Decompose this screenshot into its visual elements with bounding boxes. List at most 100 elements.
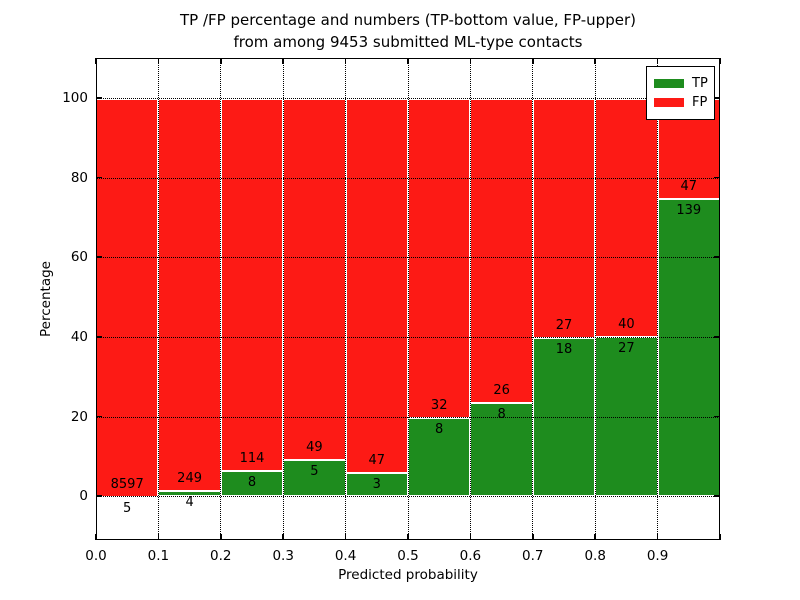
x-tick-label-0.2: 0.2 xyxy=(210,548,232,564)
y-tick-mark-right xyxy=(714,97,720,99)
bar-fp-0.0 xyxy=(96,97,159,496)
y-tick-label-0: 0 xyxy=(79,488,88,505)
x-tick-label-0.8: 0.8 xyxy=(584,548,606,564)
tp-count-label: 5 xyxy=(310,464,319,480)
x-tick-mark-top xyxy=(220,58,222,64)
x-tick-label-0.6: 0.6 xyxy=(459,548,482,564)
x-tick-mark xyxy=(594,534,596,540)
y-gridline-80 xyxy=(96,177,720,179)
x-tick-label-0.5: 0.5 xyxy=(397,548,419,564)
legend-entry-tp: TP xyxy=(654,75,708,92)
tp-count-label: 139 xyxy=(676,203,702,219)
x-gridline xyxy=(220,58,222,540)
x-tick-label-0.7: 0.7 xyxy=(522,548,544,564)
y-tick-mark xyxy=(96,336,102,338)
y-tick-label-40: 40 xyxy=(70,328,88,345)
y-tick-mark-right xyxy=(714,176,720,179)
y-tick-label-60: 60 xyxy=(70,249,88,266)
bar-fp-0.1 xyxy=(158,97,221,490)
x-tick-mark-top xyxy=(157,58,160,64)
y-gridline-40 xyxy=(96,336,720,338)
bar-tp-0.6 xyxy=(470,402,533,497)
legend-label-tp: TP xyxy=(692,76,708,91)
x-tick-mark xyxy=(344,534,347,540)
fp-count-label: 8597 xyxy=(110,476,144,492)
bar-tp-0.9 xyxy=(657,198,720,497)
bar-tp-0.2 xyxy=(220,470,284,497)
fp-count-label: 47 xyxy=(680,179,698,195)
x-tick-mark xyxy=(157,534,160,540)
x-gridline xyxy=(594,58,596,540)
x-gridline xyxy=(657,58,659,540)
x-tick-label-0.4: 0.4 xyxy=(334,548,357,564)
x-tick-mark-top xyxy=(344,58,347,64)
x-tick-label-0.0: 0.0 xyxy=(85,548,107,564)
bar-fp-0.7 xyxy=(532,97,596,337)
tp-count-label: 8 xyxy=(435,421,444,437)
bar-fp-0.6 xyxy=(470,97,533,403)
fp-count-label: 49 xyxy=(306,440,323,456)
y-tick-mark xyxy=(96,176,102,179)
legend-entry-fp: FP xyxy=(654,94,707,111)
y-tick-mark xyxy=(96,256,102,258)
y-tick-mark-right xyxy=(714,336,720,338)
tp-count-label: 8 xyxy=(497,407,506,423)
x-tick-mark-top xyxy=(282,58,284,64)
x-gridline xyxy=(157,58,159,540)
bar-fp-0.8 xyxy=(595,97,658,336)
fp-count-label: 114 xyxy=(239,451,265,467)
y-tick-mark-right xyxy=(714,415,720,418)
tp-count-label: 27 xyxy=(618,340,635,356)
x-tick-mark xyxy=(407,534,409,540)
fp-count-label: 40 xyxy=(618,316,635,332)
chart-title-line2: from among 9453 submitted ML-type contac… xyxy=(233,32,583,51)
bar-tp-0.5 xyxy=(408,416,471,497)
y-tick-mark xyxy=(96,415,102,418)
x-tick-mark-top xyxy=(656,58,659,64)
x-tick-mark xyxy=(220,534,222,540)
bar-fp-0.4 xyxy=(345,97,408,473)
x-tick-mark xyxy=(469,534,472,540)
bar-tp-0.3 xyxy=(283,459,346,497)
legend-label-fp: FP xyxy=(692,95,708,110)
tp-count-label: 3 xyxy=(372,477,381,493)
x-tick-label-0.9: 0.9 xyxy=(646,548,669,564)
x-tick-mark-top xyxy=(407,58,409,64)
x-tick-mark-top xyxy=(469,58,472,64)
y-gridline-100 xyxy=(96,97,720,99)
x-tick-mark-top xyxy=(719,58,721,64)
y-tick-mark-right xyxy=(714,256,720,258)
y-gridline-60 xyxy=(96,257,720,259)
fp-count-label: 32 xyxy=(430,397,448,413)
x-tick-mark-top xyxy=(532,58,534,64)
x-tick-label-0.1: 0.1 xyxy=(147,548,170,564)
x-tick-mark xyxy=(532,534,534,540)
x-gridline xyxy=(407,58,409,540)
plot-area: 8597 5 249 4 114 8 49 5 47 3 32 8 26 8 27 18 40 27 47 139 xyxy=(95,58,721,540)
y-tick-label-20: 20 xyxy=(70,408,88,425)
chart-title-line1: TP /FP percentage and numbers (TP-bottom… xyxy=(180,11,636,29)
x-tick-mark xyxy=(95,534,97,540)
tp-count-label: 18 xyxy=(555,341,573,357)
tp-count-label: 4 xyxy=(185,494,194,510)
x-gridline xyxy=(282,58,284,540)
x-tick-mark-top xyxy=(594,58,596,64)
y-tick-mark-right xyxy=(714,495,720,497)
bar-fp-0.2 xyxy=(220,97,284,471)
y-gridline-0 xyxy=(96,496,720,498)
y-gridline-20 xyxy=(96,416,720,418)
y-tick-mark xyxy=(96,495,102,497)
fp-count-label: 27 xyxy=(555,317,573,333)
x-gridline xyxy=(469,58,471,540)
bar-tp-0.1 xyxy=(158,489,221,497)
tp-count-label: 8 xyxy=(247,475,257,491)
fp-color-swatch xyxy=(654,98,684,107)
fp-count-label: 47 xyxy=(368,453,386,469)
x-tick-mark xyxy=(282,534,284,540)
fp-count-label: 249 xyxy=(177,470,202,486)
x-gridline xyxy=(345,58,347,540)
chart-title: TP /FP percentage and numbers (TP-bottom… xyxy=(96,10,720,54)
tp-color-swatch xyxy=(654,79,684,88)
bar-tp-0.7 xyxy=(532,336,596,497)
